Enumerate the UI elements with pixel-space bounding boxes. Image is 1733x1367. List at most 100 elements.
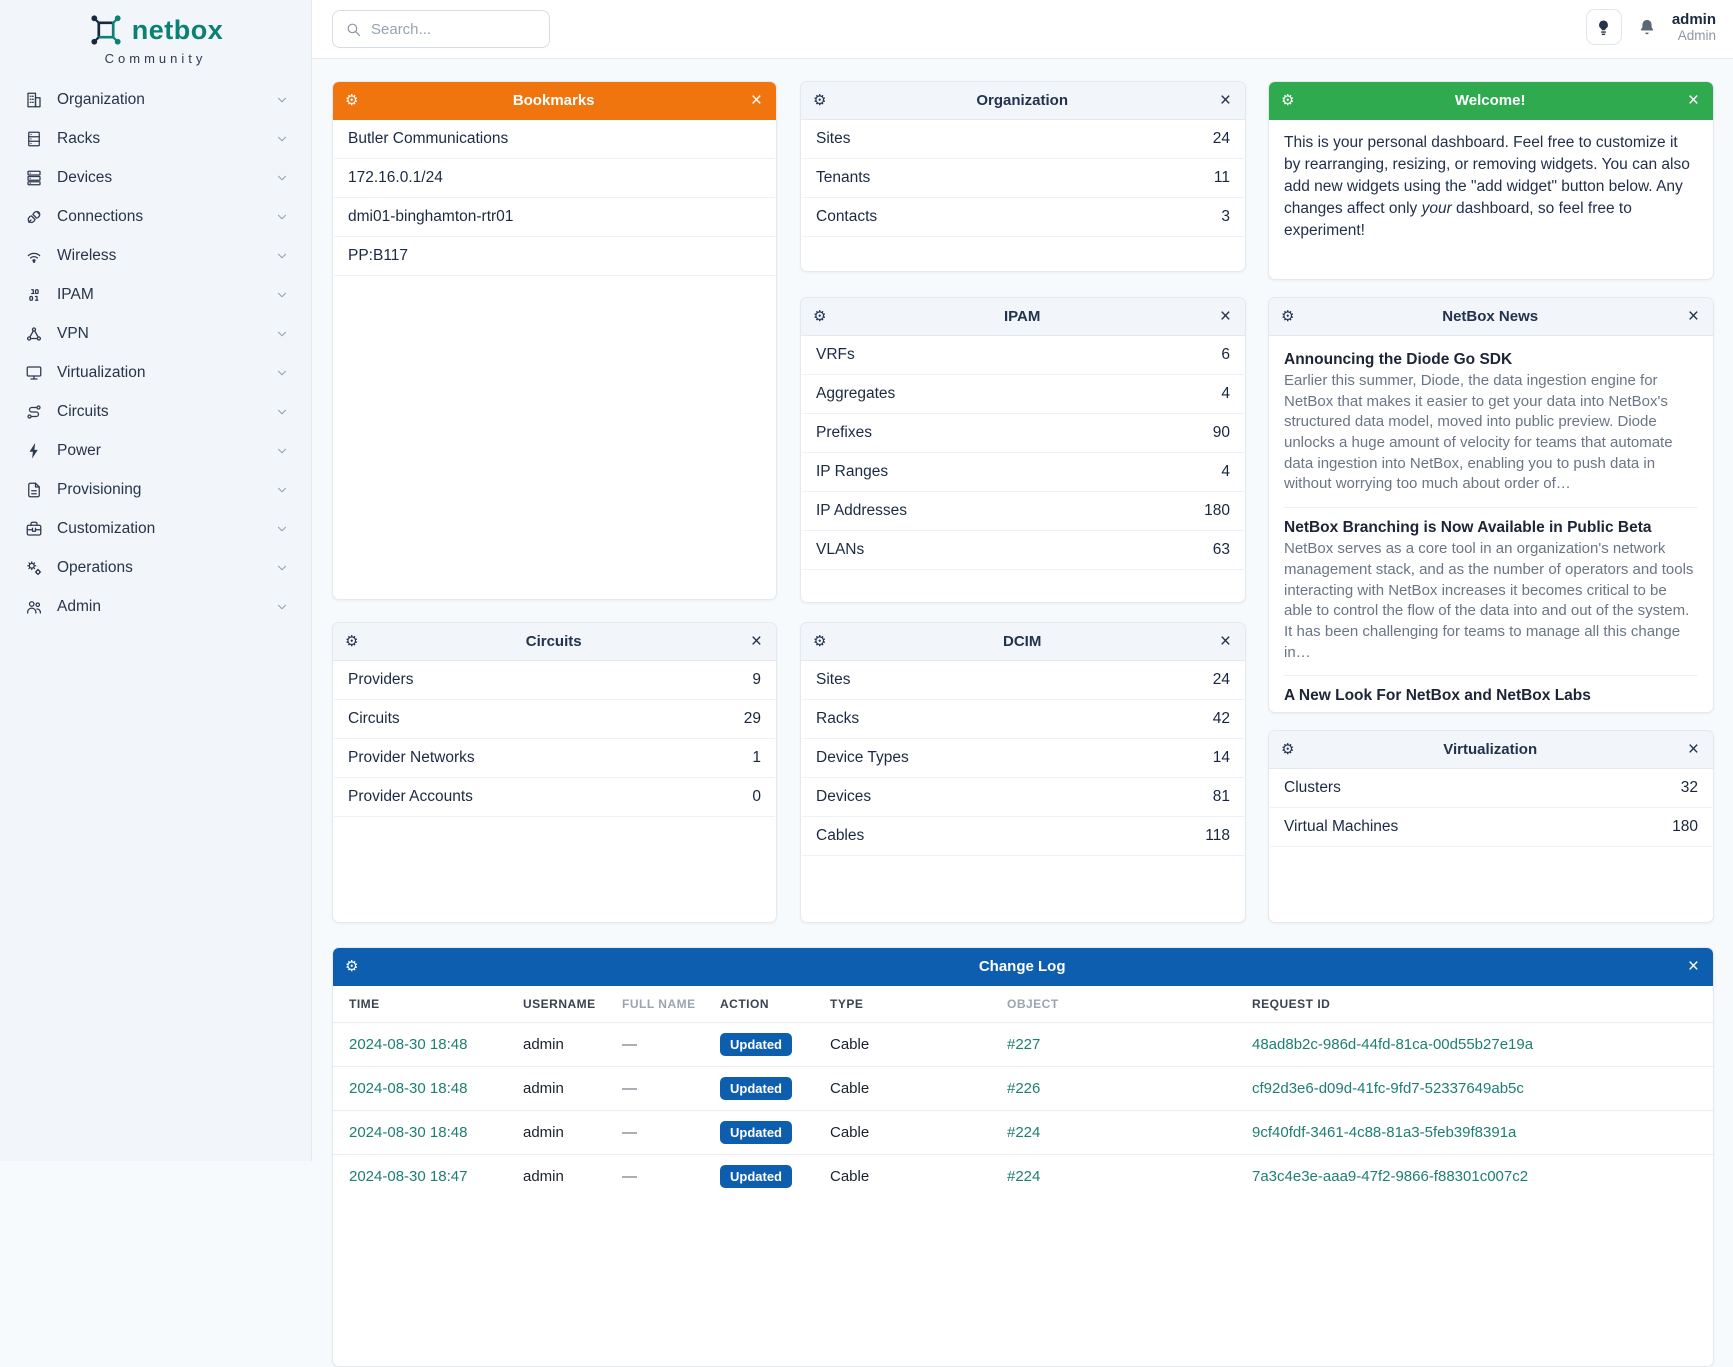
- widget-close-icon[interactable]: ×: [1687, 306, 1699, 327]
- bookmark-item[interactable]: dmi01-binghamton-rtr01: [334, 198, 775, 237]
- widget-settings-icon[interactable]: ⚙: [1281, 307, 1295, 325]
- stat-value[interactable]: 118: [1205, 827, 1230, 844]
- brand[interactable]: netbox Community: [0, 0, 311, 66]
- widget-settings-icon[interactable]: ⚙: [813, 632, 827, 650]
- widget-settings-icon[interactable]: ⚙: [345, 91, 359, 109]
- stat-value[interactable]: 90: [1212, 424, 1230, 441]
- news-article-title[interactable]: A New Look For NetBox and NetBox Labs: [1284, 687, 1591, 705]
- changelog-time-link[interactable]: 2024-08-30 18:48: [349, 1036, 468, 1053]
- stat-row: Aggregates 4: [802, 375, 1244, 414]
- sidebar-item-organization[interactable]: Organization: [0, 80, 311, 119]
- widget-close-icon[interactable]: ×: [750, 631, 762, 652]
- column-header-full-name[interactable]: FULL NAME: [622, 997, 696, 1011]
- changelog-object-link[interactable]: #227: [1007, 1036, 1041, 1053]
- widget-settings-icon[interactable]: ⚙: [813, 307, 827, 325]
- stat-value[interactable]: 0: [752, 788, 761, 805]
- stat-value[interactable]: 29: [743, 710, 761, 727]
- stat-value[interactable]: 6: [1221, 346, 1230, 363]
- widget-close-icon[interactable]: ×: [1687, 90, 1699, 111]
- sidebar-item-label: Racks: [57, 129, 101, 147]
- stat-value[interactable]: 3: [1221, 208, 1230, 225]
- sidebar-item-wireless[interactable]: Wireless: [0, 236, 311, 275]
- sidebar-item-virtualization[interactable]: Virtualization: [0, 353, 311, 392]
- stat-value[interactable]: 4: [1221, 385, 1230, 402]
- sidebar-item-provisioning[interactable]: Provisioning: [0, 470, 311, 509]
- widget-close-icon[interactable]: ×: [1219, 90, 1231, 111]
- changelog-request-id-link[interactable]: cf92d3e6-d09d-41fc-9fd7-52337649ab5c: [1252, 1080, 1524, 1097]
- bookmark-item[interactable]: Butler Communications: [334, 120, 775, 159]
- changelog-time-link[interactable]: 2024-08-30 18:48: [349, 1080, 468, 1097]
- sidebar-item-devices[interactable]: Devices: [0, 158, 311, 197]
- widget-close-icon[interactable]: ×: [1219, 631, 1231, 652]
- search-box[interactable]: [332, 10, 550, 48]
- stat-value[interactable]: 81: [1212, 788, 1230, 805]
- widget-close-icon[interactable]: ×: [1687, 956, 1699, 977]
- sidebar-item-operations[interactable]: Operations: [0, 548, 311, 587]
- widget-settings-icon[interactable]: ⚙: [345, 632, 359, 650]
- search-input[interactable]: [371, 20, 521, 38]
- column-header-action[interactable]: ACTION: [720, 997, 769, 1011]
- news-article-title[interactable]: NetBox Branching is Now Available in Pub…: [1284, 519, 1652, 537]
- bell-icon: [1640, 19, 1653, 35]
- bookmark-item[interactable]: PP:B117: [334, 237, 775, 276]
- stat-row: Clusters 32: [1270, 769, 1712, 808]
- sidebar-item-circuits[interactable]: Circuits: [0, 392, 311, 431]
- widget-close-icon[interactable]: ×: [1219, 306, 1231, 327]
- changelog-object-link[interactable]: #224: [1007, 1124, 1041, 1141]
- stat-value[interactable]: 9: [752, 671, 761, 688]
- stat-label: Tenants: [816, 169, 871, 186]
- stat-value[interactable]: 180: [1204, 502, 1230, 519]
- sidebar-item-connections[interactable]: Connections: [0, 197, 311, 236]
- changelog-request-id-link[interactable]: 7a3c4e3e-aaa9-47f2-9866-f88301c007c2: [1252, 1168, 1529, 1185]
- widget-title: NetBox News: [1442, 308, 1539, 325]
- stat-value[interactable]: 180: [1672, 818, 1698, 835]
- stat-value[interactable]: 24: [1212, 130, 1230, 147]
- sidebar-item-customization[interactable]: Customization: [0, 509, 311, 548]
- sidebar-item-label: VPN: [57, 324, 89, 342]
- stat-label: Virtual Machines: [1284, 818, 1399, 835]
- theme-toggle-button[interactable]: [1585, 9, 1622, 45]
- sidebar-item-power[interactable]: Power: [0, 431, 311, 470]
- stat-value[interactable]: 11: [1213, 169, 1230, 186]
- changelog-request-id-link[interactable]: 9cf40fdf-3461-4c88-81a3-5feb39f8391a: [1252, 1124, 1517, 1141]
- widget-settings-icon[interactable]: ⚙: [813, 91, 827, 109]
- chevron-down-icon: [278, 448, 286, 453]
- stat-label: Devices: [816, 788, 872, 805]
- widget-title: Virtualization: [1443, 741, 1538, 758]
- sidebar-item-admin[interactable]: Admin: [0, 587, 311, 626]
- column-header-type[interactable]: TYPE: [830, 997, 864, 1011]
- stat-value[interactable]: 1: [752, 749, 761, 766]
- changelog-object-link[interactable]: #226: [1007, 1080, 1041, 1097]
- sidebar-item-ipam[interactable]: IPAM: [0, 275, 311, 314]
- widget-settings-icon[interactable]: ⚙: [1281, 91, 1295, 109]
- user-menu[interactable]: admin Admin: [1672, 11, 1716, 44]
- widget-settings-icon[interactable]: ⚙: [345, 957, 359, 975]
- changelog-time-link[interactable]: 2024-08-30 18:47: [349, 1168, 468, 1185]
- sidebar-item-label: Connections: [57, 207, 144, 225]
- stat-value[interactable]: 42: [1212, 710, 1230, 727]
- sidebar-item-label: Virtualization: [57, 363, 146, 381]
- sidebar-item-vpn[interactable]: VPN: [0, 314, 311, 353]
- widget-close-icon[interactable]: ×: [1687, 739, 1699, 760]
- column-header-object[interactable]: OBJECT: [1007, 997, 1059, 1011]
- stat-value[interactable]: 14: [1212, 749, 1230, 766]
- stat-value[interactable]: 32: [1680, 779, 1698, 796]
- changelog-object-link[interactable]: #224: [1007, 1168, 1041, 1185]
- stat-value[interactable]: 63: [1212, 541, 1230, 558]
- changelog-request-id-link[interactable]: 48ad8b2c-986d-44fd-81ca-00d55b27e19a: [1252, 1036, 1534, 1053]
- column-header-username[interactable]: USERNAME: [523, 997, 596, 1011]
- changelog-time-link[interactable]: 2024-08-30 18:48: [349, 1124, 468, 1141]
- bookmark-item[interactable]: 172.16.0.1/24: [334, 159, 775, 198]
- widget-close-icon[interactable]: ×: [750, 90, 762, 111]
- notifications-button[interactable]: [1637, 17, 1657, 37]
- stat-list: VRFs 6 Aggregates 4 Prefixes 90 IP Range…: [801, 336, 1245, 570]
- sidebar-item-label: Operations: [57, 558, 133, 576]
- stat-row: IP Ranges 4: [802, 453, 1244, 492]
- column-header-request-id[interactable]: REQUEST ID: [1252, 997, 1331, 1011]
- column-header-time[interactable]: TIME: [349, 997, 380, 1011]
- widget-settings-icon[interactable]: ⚙: [1281, 740, 1295, 758]
- news-article-title[interactable]: Announcing the Diode Go SDK: [1284, 351, 1513, 368]
- stat-value[interactable]: 4: [1221, 463, 1230, 480]
- stat-value[interactable]: 24: [1212, 671, 1230, 688]
- sidebar-item-racks[interactable]: Racks: [0, 119, 311, 158]
